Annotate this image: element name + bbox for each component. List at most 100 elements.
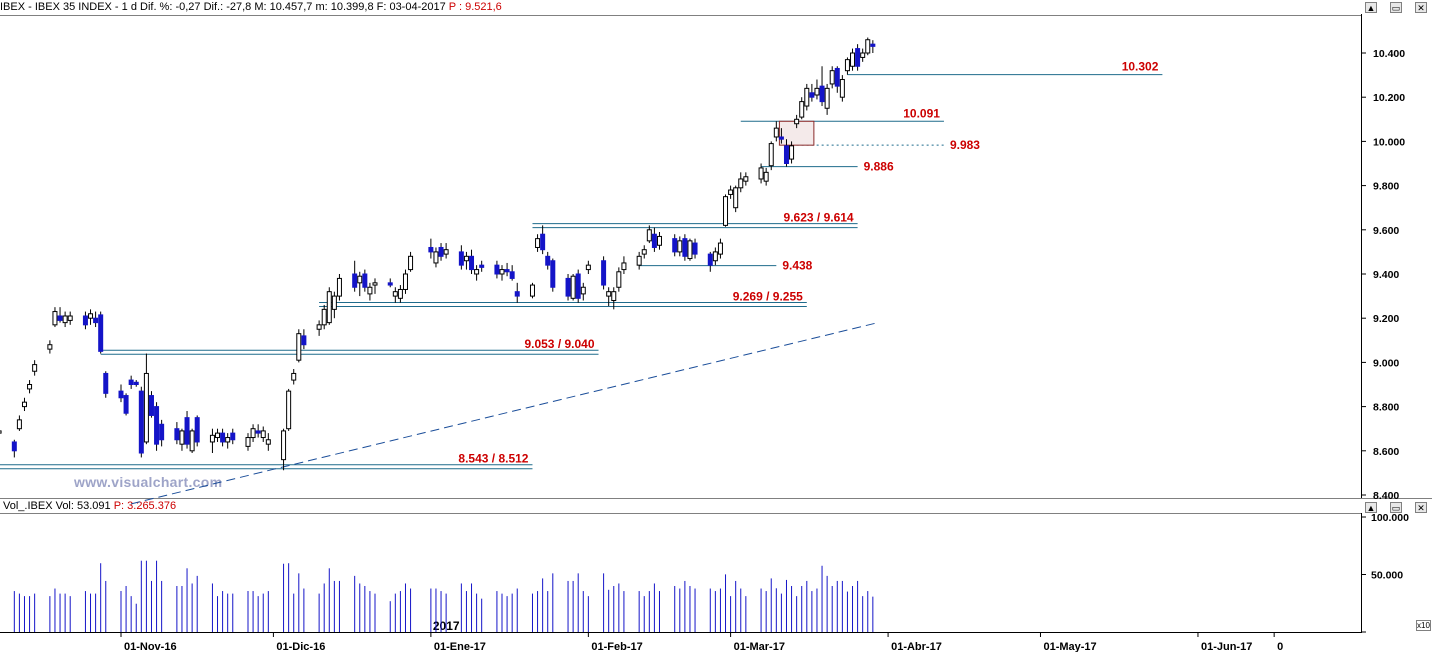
candle-body xyxy=(159,423,165,441)
candle-body xyxy=(372,282,378,286)
candle-body xyxy=(260,430,266,439)
candle-body xyxy=(621,262,627,271)
volume-header-info: Vol_.IBEX Vol: 53.091 xyxy=(3,500,111,512)
candle-body xyxy=(783,145,789,165)
candle-body xyxy=(570,275,576,299)
candle-body xyxy=(799,101,805,118)
candle-body xyxy=(128,379,134,385)
candle-body xyxy=(118,390,124,399)
candle-body xyxy=(870,43,876,47)
candle-body xyxy=(865,39,871,54)
y-tick-label: 9.400 xyxy=(1373,269,1399,281)
x-tick-label: 01-May-17 xyxy=(1043,641,1096,652)
candle-body xyxy=(641,249,647,255)
candle-body xyxy=(580,286,586,295)
candle-body xyxy=(687,240,693,260)
candle-body xyxy=(47,344,53,350)
x-tick-label: 01-Jun-17 xyxy=(1201,641,1252,652)
candle-body xyxy=(321,308,327,326)
candle-body xyxy=(819,85,825,103)
restore-icon: ▭ xyxy=(1391,3,1401,13)
candle-body xyxy=(296,333,302,361)
candle-body xyxy=(316,324,322,330)
candle-body xyxy=(743,176,749,182)
candle-body xyxy=(0,430,2,434)
candle-body xyxy=(143,372,149,443)
candle-body xyxy=(209,434,215,443)
candle-body xyxy=(16,419,22,430)
candle-body xyxy=(636,255,642,266)
candle-body xyxy=(326,291,332,324)
candle-body xyxy=(93,317,99,324)
x-tick-label: 01-Abr-17 xyxy=(891,641,942,652)
candle-body xyxy=(194,417,200,443)
candle-body xyxy=(474,269,480,275)
candle-body xyxy=(850,52,856,67)
level-label: 9.053 / 9.040 xyxy=(524,337,594,351)
close-button[interactable]: ✕ xyxy=(1415,2,1427,13)
candle-body xyxy=(392,291,398,297)
candle-body xyxy=(82,315,88,326)
candle-body xyxy=(352,273,358,288)
candle-body xyxy=(829,70,835,85)
scroll-up-button[interactable]: ▲ xyxy=(1365,2,1377,13)
candle-body xyxy=(62,315,68,324)
y-tick-label: 9.600 xyxy=(1373,225,1399,237)
candle-body xyxy=(189,430,195,452)
level-label: 8.543 / 8.512 xyxy=(458,452,528,466)
candle-body xyxy=(148,395,154,416)
candle-body xyxy=(32,364,38,372)
y-tick-label: 8.600 xyxy=(1373,446,1399,458)
y-tick-label: 10.000 xyxy=(1373,136,1405,148)
up-arrow-icon: ▲ xyxy=(1366,503,1376,513)
candle-body xyxy=(21,401,27,408)
scale-badge: x10 xyxy=(1416,620,1431,631)
candle-body xyxy=(763,171,769,182)
candle-body xyxy=(57,315,63,321)
candle-body xyxy=(804,87,810,107)
candle-body xyxy=(733,187,739,209)
candle-body xyxy=(281,430,287,461)
x-tick-label: 0 xyxy=(1277,641,1283,652)
candle-body xyxy=(154,406,160,445)
x-tick-label: 01-Feb-17 xyxy=(591,641,642,652)
candle-body xyxy=(768,143,774,167)
candle-body xyxy=(225,437,231,443)
volume-chart-header: Vol_.IBEX Vol: 53.091 P: 3.265.376 xyxy=(3,500,176,513)
volume-close-button[interactable]: ✕ xyxy=(1415,502,1427,513)
candle-body xyxy=(255,430,261,434)
x-tick-label: 01-Nov-16 xyxy=(124,641,177,652)
candle-body xyxy=(245,437,251,447)
volume-scroll-up-button[interactable]: ▲ xyxy=(1365,502,1377,513)
watermark: www.visualchart.com xyxy=(74,474,223,490)
candle-body xyxy=(601,260,607,286)
candle-body xyxy=(794,118,800,125)
restore-button[interactable]: ▭ xyxy=(1390,2,1402,13)
candle-body xyxy=(67,315,73,321)
candle-body xyxy=(575,273,581,299)
candle-body xyxy=(215,432,221,439)
candle-body xyxy=(860,52,866,58)
candle-body xyxy=(712,251,718,262)
candle-body xyxy=(443,249,449,255)
candle-body xyxy=(11,441,17,452)
candle-body xyxy=(809,92,815,98)
candle-body xyxy=(27,384,33,390)
y-tick-label: 9.000 xyxy=(1373,357,1399,369)
candle-body xyxy=(357,275,363,284)
candle-body xyxy=(402,273,408,290)
candle-body xyxy=(824,87,830,109)
candle-body xyxy=(499,269,505,275)
candle-body xyxy=(433,251,439,264)
y-tick-label: 8.800 xyxy=(1373,402,1399,414)
y-tick-label: 10.200 xyxy=(1373,92,1405,104)
candle-body xyxy=(88,313,94,319)
level-label: 9.983 xyxy=(950,138,980,152)
candle-body xyxy=(565,277,571,297)
candle-body xyxy=(301,335,307,346)
volume-restore-button[interactable]: ▭ xyxy=(1390,502,1402,513)
candle-body xyxy=(52,311,58,326)
candle-body xyxy=(545,255,551,266)
candle-body xyxy=(331,295,337,310)
